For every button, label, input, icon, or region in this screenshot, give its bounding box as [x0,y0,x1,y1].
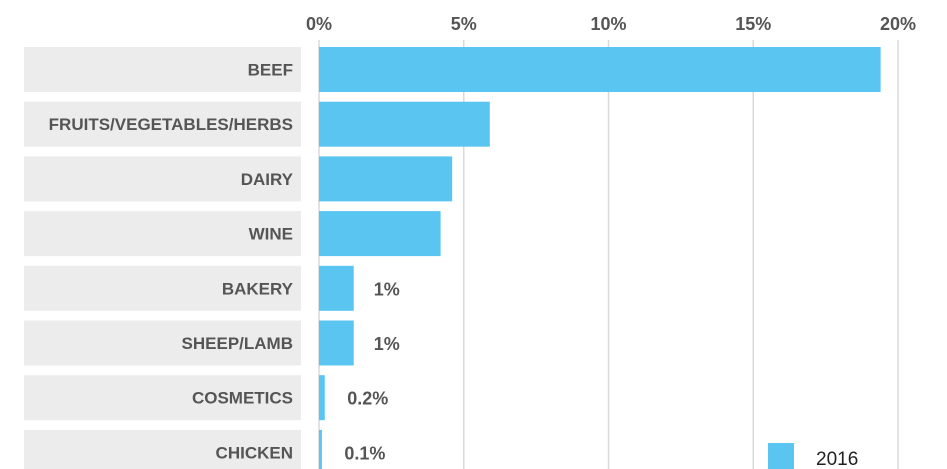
category-band [24,101,301,147]
category-label: COSMETICS [192,389,293,408]
category-band [24,265,301,311]
x-tick-label: 20% [880,14,916,34]
bar [319,211,441,257]
x-tick-label: 5% [451,14,477,34]
category-band [24,211,301,257]
data-labels: 1% 1% 0.2% 0.1% [344,279,399,463]
category-label: SHEEP/LAMB [182,334,293,353]
legend: 2016 [768,443,858,469]
bar [319,320,354,366]
x-tick-label: 10% [590,14,626,34]
data-label: 1% [374,279,400,299]
category-label-bands [24,47,301,469]
x-axis-ticks: 0% 5% 10% 15% 20% [306,14,916,34]
bar [319,156,453,202]
bar [319,375,325,421]
category-labels: BEEF FRUITS/VEGETABLES/HERBS DAIRY WINE BAKE… [49,61,294,463]
category-band [24,429,301,469]
bar [319,101,490,147]
category-band [24,47,301,92]
category-label: FRUITS/VEGETABLES/HERBS [49,115,293,134]
data-label: 0.2% [347,389,388,409]
data-label: 1% [374,334,400,354]
data-label: 0.1% [344,443,385,463]
category-band [24,375,301,421]
category-label: BEEF [248,61,293,80]
x-tick-label: 0% [306,14,332,34]
x-tick-label: 15% [735,14,771,34]
bar [319,265,354,311]
bars [319,47,881,469]
legend-label-2016: 2016 [816,449,858,469]
category-label: DAIRY [241,170,294,189]
bar [319,429,322,469]
category-band [24,156,301,202]
category-label: BAKERY [222,279,294,298]
category-band [24,320,301,366]
category-label: CHICKEN [216,443,293,462]
bar [319,47,881,92]
category-label: WINE [249,225,293,244]
legend-swatch-2016 [768,443,794,469]
